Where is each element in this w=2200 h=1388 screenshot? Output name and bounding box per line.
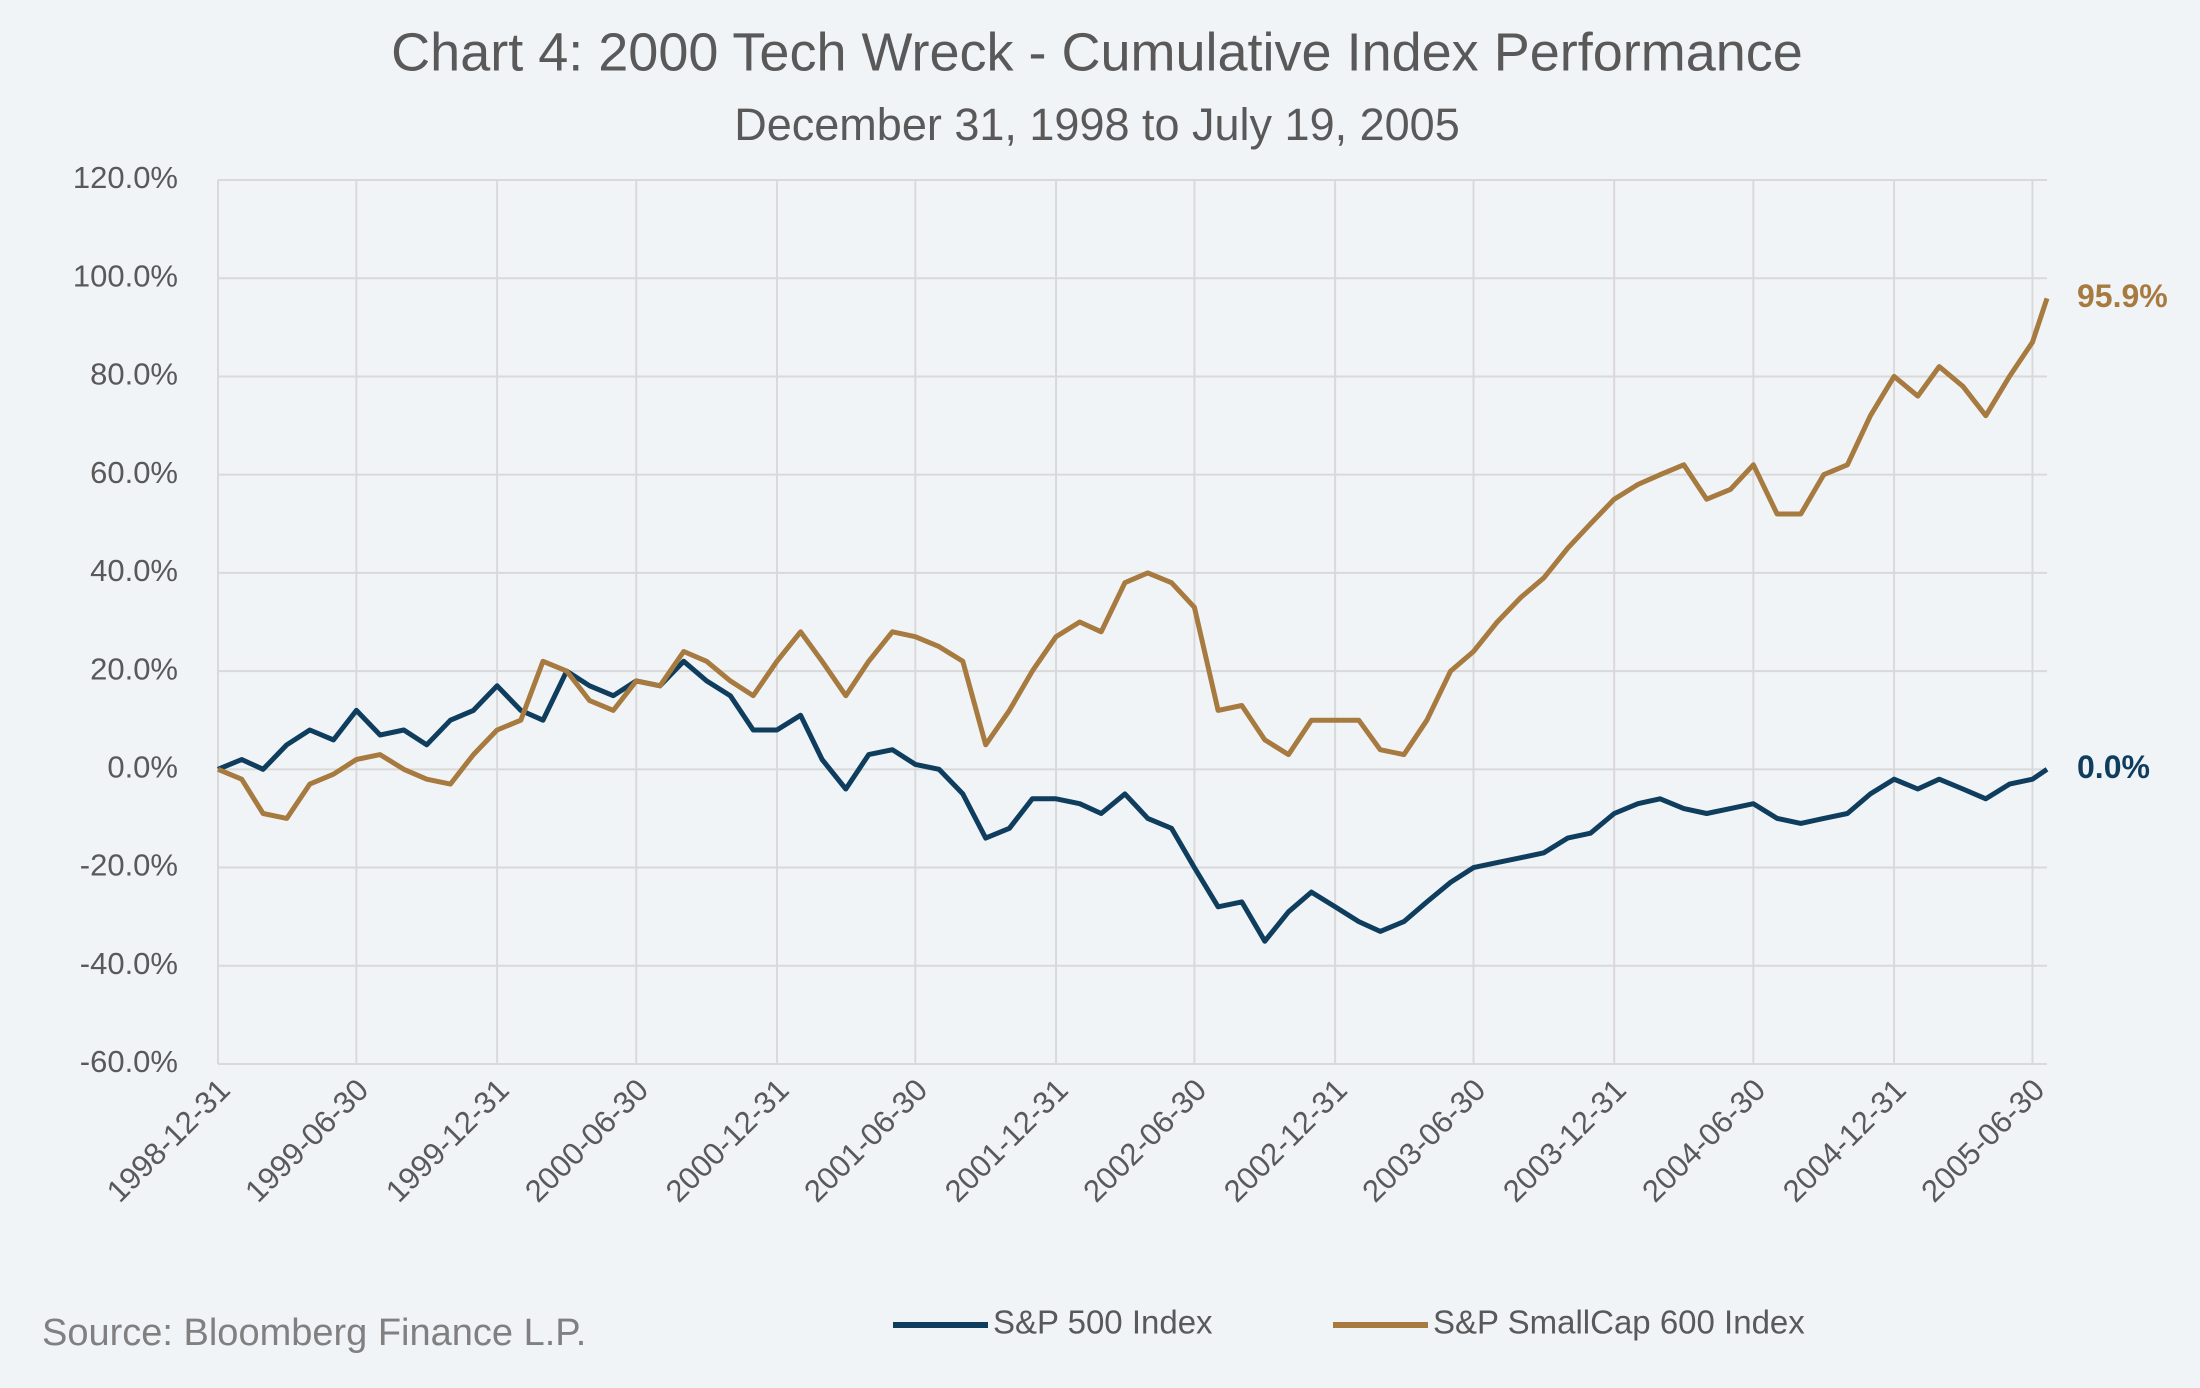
series-line	[217, 297, 2050, 821]
x-tick-label: 2004-12-31	[1776, 1072, 1913, 1209]
source-note: Source: Bloomberg Finance L.P.	[42, 1312, 586, 1354]
x-tick-label: 2005-06-30	[1914, 1072, 2051, 1209]
x-tick-label: 1998-12-31	[100, 1072, 237, 1209]
y-tick-label: 20.0%	[90, 651, 178, 686]
x-tick-label: 2001-06-30	[797, 1072, 934, 1209]
x-tick-label: 1999-06-30	[238, 1072, 375, 1209]
x-tick-label: 2001-12-31	[938, 1072, 1075, 1209]
series-line	[217, 658, 2049, 944]
y-tick-label: -20.0%	[80, 848, 178, 883]
legend-label: S&P SmallCap 600 Index	[1433, 1304, 1805, 1341]
x-tick-label: 2002-12-31	[1217, 1072, 1354, 1209]
y-tick-label: 100.0%	[73, 258, 178, 293]
end-label: 95.9%	[2077, 278, 2168, 314]
legend-label: S&P 500 Index	[993, 1304, 1213, 1341]
y-tick-label: 120.0%	[73, 160, 178, 195]
end-label: 0.0%	[2077, 749, 2150, 785]
x-tick-label: 2004-06-30	[1635, 1072, 1772, 1209]
y-tick-label: 40.0%	[90, 553, 178, 588]
y-tick-label: -60.0%	[80, 1044, 178, 1079]
y-tick-label: 60.0%	[90, 455, 178, 490]
x-tick-label: 2000-06-30	[518, 1072, 655, 1209]
x-tick-label: 2003-12-31	[1496, 1072, 1633, 1209]
x-tick-label: 2002-06-30	[1076, 1072, 1213, 1209]
x-tick-label: 1999-12-31	[379, 1072, 516, 1209]
chart-subtitle: December 31, 1998 to July 19, 2005	[734, 99, 1459, 150]
y-tick-label: 0.0%	[107, 750, 178, 785]
y-tick-label: -40.0%	[80, 946, 178, 981]
x-tick-label: 2003-06-30	[1355, 1072, 1492, 1209]
x-tick-label: 2000-12-31	[659, 1072, 796, 1209]
chart-title: Chart 4: 2000 Tech Wreck - Cumulative In…	[391, 22, 1803, 82]
y-tick-label: 80.0%	[90, 357, 178, 392]
